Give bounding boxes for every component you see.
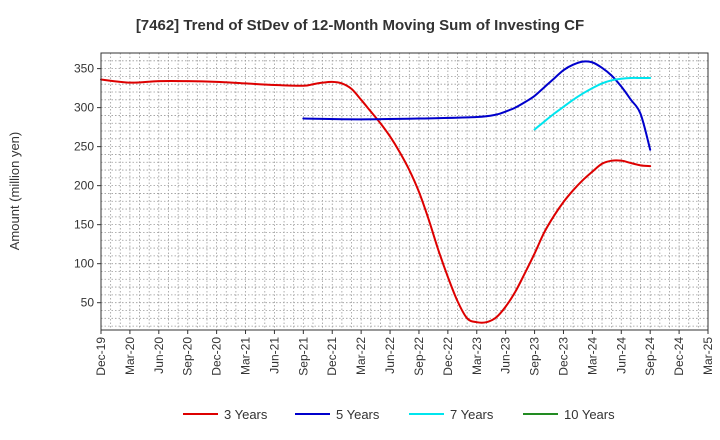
- x-tick-label: Jun-24: [614, 337, 628, 374]
- legend-label-7-years: 7 Years: [450, 407, 494, 422]
- plot-area: [101, 53, 708, 330]
- series-line-5-years: [302, 60, 652, 151]
- y-tick-label: 250: [74, 140, 94, 154]
- chart-title: [7462] Trend of StDev of 12-Month Moving…: [136, 17, 584, 34]
- legend: 3 Years 5 Years 7 Years 10 Years: [183, 407, 615, 422]
- y-tick-label: 200: [74, 179, 94, 193]
- series-line-7-years: [533, 76, 652, 131]
- x-tick-label: Mar-24: [585, 337, 599, 375]
- y-tick-label: 300: [74, 101, 94, 115]
- x-tick-label: Jun-20: [152, 337, 166, 374]
- x-tick-label: Mar-21: [239, 337, 253, 375]
- x-tick-label: Dec-21: [325, 337, 339, 376]
- x-tick-label: Jun-22: [383, 337, 397, 374]
- series-line-3-years: [100, 78, 652, 324]
- y-axis: 50 100 150 200 250 300 350: [74, 62, 101, 310]
- y-axis-label: Amount (million yen): [7, 132, 22, 251]
- y-tick-label: 350: [74, 62, 94, 76]
- x-axis: Dec-19 Mar-20 Jun-20 Sep-20 Dec-20 Mar-21 Jun-…: [94, 330, 715, 376]
- y-tick-label: 100: [74, 257, 94, 271]
- x-tick-label: Mar-22: [354, 337, 368, 375]
- x-tick-label: Dec-22: [441, 337, 455, 376]
- x-tick-label: Dec-23: [556, 337, 570, 376]
- legend-label-3-years: 3 Years: [224, 407, 268, 422]
- x-tick-label: Dec-24: [672, 337, 686, 376]
- x-tick-label: Sep-21: [296, 337, 310, 376]
- legend-label-5-years: 5 Years: [336, 407, 380, 422]
- x-tick-label: Jun-23: [499, 337, 513, 374]
- plot-frame: [100, 52, 709, 331]
- y-tick-label: 50: [81, 296, 95, 310]
- x-tick-label: Sep-24: [643, 337, 657, 376]
- x-tick-label: Sep-20: [181, 337, 195, 376]
- x-tick-label: Mar-20: [123, 337, 137, 375]
- x-tick-label: Mar-23: [470, 337, 484, 375]
- legend-label-10-years: 10 Years: [564, 407, 615, 422]
- x-tick-label: Mar-25: [701, 337, 715, 375]
- x-tick-label: Dec-20: [210, 337, 224, 376]
- y-tick-label: 150: [74, 218, 94, 232]
- series-layer: [100, 60, 652, 324]
- x-tick-label: Jun-21: [267, 337, 281, 374]
- x-tick-label: Dec-19: [94, 337, 108, 376]
- x-tick-label: Sep-23: [528, 337, 542, 376]
- x-tick-label: Sep-22: [412, 337, 426, 376]
